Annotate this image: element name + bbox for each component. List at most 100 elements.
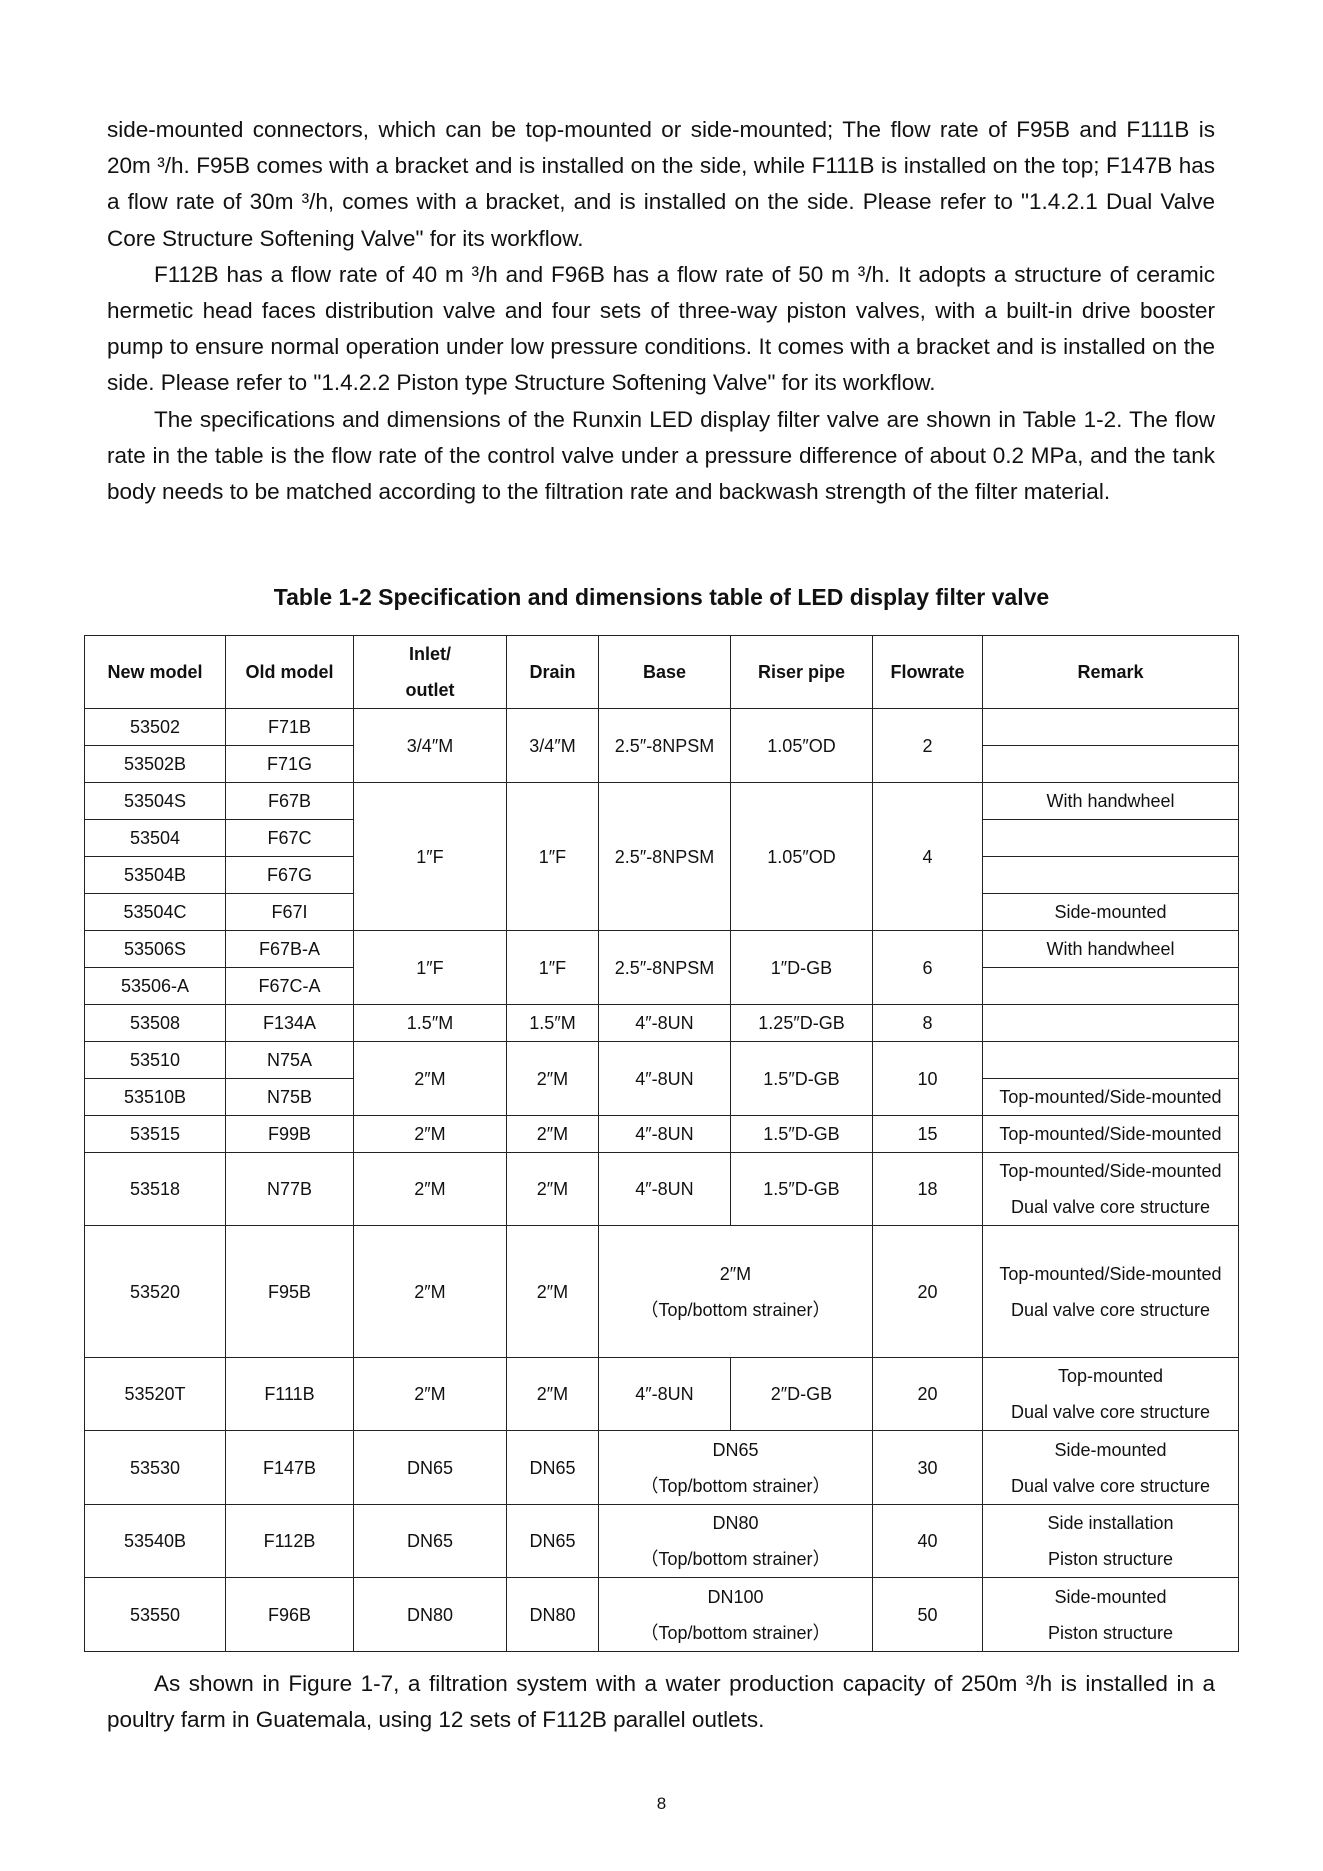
- table-row: 53502B F71G: [84, 745, 1239, 783]
- cell: 1″D-GB: [730, 930, 873, 1005]
- header-line: Inlet/: [408, 644, 451, 664]
- cell: 20: [872, 1225, 983, 1358]
- remark-line: Dual valve core structure: [1010, 1299, 1211, 1320]
- cell: Top-mounted/Side-mounted Dual valve core …: [982, 1225, 1239, 1358]
- cell: [982, 967, 1239, 1005]
- base-line: （Top/bottom strainer）: [640, 1622, 831, 1643]
- cell: 53506S: [84, 930, 226, 968]
- cell: 53504: [84, 819, 226, 857]
- cell: DN65: [506, 1504, 599, 1578]
- cell: F67G: [225, 856, 354, 894]
- table-row: 53520 F95B 2″M 2″M 2″M （Top/bottom strainer） 2…: [84, 1225, 1239, 1358]
- cell: F67B: [225, 782, 354, 820]
- cell: DN65: [506, 1430, 599, 1505]
- cell: Side-mounted Piston structure: [982, 1577, 1239, 1652]
- cell: 30: [872, 1430, 983, 1505]
- paragraph: F112B has a flow rate of 40 m ³/h and F9…: [107, 261, 1215, 396]
- cell: 2″M: [506, 1152, 599, 1226]
- base-line: DN80: [712, 1513, 759, 1533]
- cell: F71B: [225, 708, 354, 746]
- cell: 4″-8UN: [598, 1357, 731, 1431]
- table-caption: Table 1-2 Specification and dimensions t…: [273, 584, 1050, 610]
- table-row: 53510B N75B Top-mounted/Side-mounted: [84, 1078, 1239, 1116]
- cell: 53504S: [84, 782, 226, 820]
- cell: 18: [872, 1152, 983, 1226]
- remark-line: Piston structure: [1047, 1622, 1174, 1643]
- base-line: DN65: [712, 1439, 759, 1460]
- cell: 2: [872, 708, 983, 783]
- cell: DN100 （Top/bottom strainer）: [598, 1577, 873, 1652]
- cell: 4″-8UN: [598, 1152, 731, 1226]
- base-line: （Top/bottom strainer）: [640, 1475, 831, 1496]
- cell: F99B: [225, 1115, 354, 1153]
- base-line: （Top/bottom strainer）: [640, 1299, 831, 1320]
- header-cell: New model: [84, 635, 226, 709]
- cell: 40: [872, 1504, 983, 1578]
- cell: F67I: [225, 893, 354, 931]
- cell: 50: [872, 1577, 983, 1652]
- cell: F67C-A: [225, 967, 354, 1005]
- cell: 1.5″D-GB: [730, 1041, 873, 1116]
- cell: 53510B: [84, 1078, 226, 1116]
- cell: With handwheel: [982, 782, 1239, 820]
- cell: 20: [872, 1357, 983, 1431]
- cell: [982, 745, 1239, 783]
- cell: [982, 1004, 1239, 1042]
- cell: 53502: [84, 708, 226, 746]
- cell: [982, 708, 1239, 746]
- cell: 53504C: [84, 893, 226, 931]
- cell: 4: [872, 782, 983, 931]
- cell: 2.5″-8NPSM: [598, 708, 731, 783]
- remark-line: Dual valve core structure: [1010, 1402, 1211, 1422]
- remark-line: Side-mounted: [1054, 1586, 1167, 1607]
- cell: 2″M: [353, 1041, 507, 1116]
- cell: 53502B: [84, 745, 226, 783]
- cell: 53520: [84, 1225, 226, 1358]
- cell: F112B: [225, 1504, 354, 1578]
- cell: 53540B: [84, 1504, 226, 1578]
- header-line: outlet: [405, 680, 455, 700]
- cell: [982, 856, 1239, 894]
- cell: 2″M: [506, 1041, 599, 1116]
- cell: 1.5″D-GB: [730, 1115, 873, 1153]
- spec-table: New model Old model Inlet/outlet Drain B…: [84, 635, 1239, 1652]
- cell: 53520T: [84, 1357, 226, 1431]
- cell: Side installation Piston structure: [982, 1504, 1239, 1578]
- cell: 53508: [84, 1004, 226, 1042]
- cell: F71G: [225, 745, 354, 783]
- cell: Top-mounted/Side-mounted: [982, 1078, 1239, 1116]
- table-row: 53504C F67I Side-mounted: [84, 893, 1239, 931]
- cell: F111B: [225, 1357, 354, 1431]
- cell: 4″-8UN: [598, 1041, 731, 1116]
- cell: 53510: [84, 1041, 226, 1079]
- cell: 2.5″-8NPSM: [598, 782, 731, 931]
- base-line: 2″M: [719, 1263, 752, 1284]
- remark-line: Top-mounted/Side-mounted: [999, 1161, 1222, 1181]
- cell: 1.05″OD: [730, 782, 873, 931]
- remark-line: Dual valve core structure: [1010, 1475, 1211, 1496]
- cell: 4″-8UN: [598, 1115, 731, 1153]
- cell: 2.5″-8NPSM: [598, 930, 731, 1005]
- cell: With handwheel: [982, 930, 1239, 968]
- table-row: 53550 F96B DN80 DN80 DN100 （Top/bottom strain…: [84, 1577, 1239, 1652]
- cell: F67C: [225, 819, 354, 857]
- cell: 1″F: [506, 782, 599, 931]
- cell: F95B: [225, 1225, 354, 1358]
- base-line: （Top/bottom strainer）: [640, 1549, 831, 1569]
- cell: DN80: [353, 1577, 507, 1652]
- header-cell: Old model: [225, 635, 354, 709]
- cell: 1.05″OD: [730, 708, 873, 783]
- cell: 2″M: [506, 1115, 599, 1153]
- table-row: 53510 N75A 2″M 2″M 4″-8UN 1.5″D-GB 10: [84, 1041, 1239, 1116]
- header-cell: Drain: [506, 635, 599, 709]
- cell: DN80 （Top/bottom strainer）: [598, 1504, 873, 1578]
- cell: 53518: [84, 1152, 226, 1226]
- cell: 10: [872, 1041, 983, 1116]
- cell: 2″M （Top/bottom strainer）: [598, 1225, 873, 1358]
- table-row: 53506S F67B-A 1″F 1″F 2.5″-8NPSM 1″D-GB 6 With …: [84, 930, 1239, 1005]
- table-row: 53530 F147B DN65 DN65 DN65 （Top/bottom strain…: [84, 1430, 1239, 1505]
- page-number: 8: [656, 1794, 667, 1813]
- cell: 53550: [84, 1577, 226, 1652]
- header-cell: Base: [598, 635, 731, 709]
